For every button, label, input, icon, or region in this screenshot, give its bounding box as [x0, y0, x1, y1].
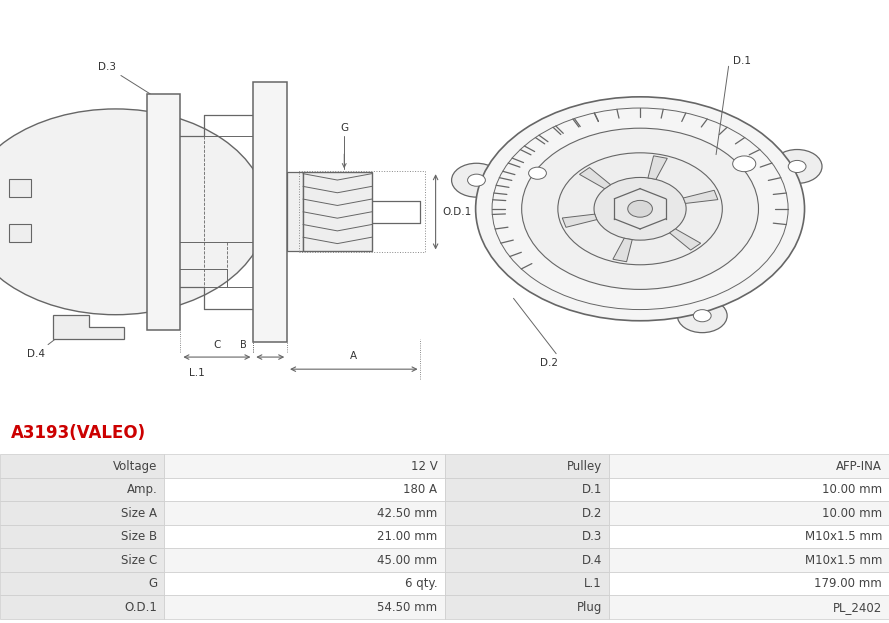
Bar [609, 548, 889, 572]
Text: AFP-INA: AFP-INA [836, 460, 882, 473]
Text: A: A [350, 351, 357, 361]
Text: D.4: D.4 [27, 327, 71, 359]
Text: A3193(VALEO): A3193(VALEO) [11, 424, 146, 442]
Bar [0, 525, 164, 548]
Text: Plug: Plug [576, 601, 602, 614]
Circle shape [594, 178, 686, 240]
Text: 54.50 mm: 54.50 mm [377, 601, 437, 614]
Circle shape [789, 160, 806, 173]
Bar [0, 548, 164, 572]
Text: M10x1.5 mm: M10x1.5 mm [805, 554, 882, 567]
Text: D.1: D.1 [581, 483, 602, 496]
Text: D.2: D.2 [581, 506, 602, 520]
Circle shape [773, 150, 822, 183]
Circle shape [677, 299, 727, 333]
Text: 10.00 mm: 10.00 mm [821, 483, 882, 496]
Text: B: B [239, 340, 246, 350]
Text: D.3: D.3 [98, 62, 150, 94]
Text: D.1: D.1 [733, 55, 751, 65]
Text: L.1: L.1 [584, 577, 602, 590]
Text: 45.00 mm: 45.00 mm [377, 554, 437, 567]
Polygon shape [648, 156, 668, 179]
Text: 12 V: 12 V [411, 460, 437, 473]
Polygon shape [684, 190, 717, 204]
Bar [0, 454, 164, 478]
Bar [609, 596, 889, 619]
Circle shape [529, 167, 547, 179]
Circle shape [522, 128, 758, 290]
Text: M10x1.5 mm: M10x1.5 mm [805, 530, 882, 543]
Bar [609, 478, 889, 502]
Bar [164, 525, 444, 548]
Polygon shape [613, 238, 632, 262]
Circle shape [628, 201, 653, 217]
Circle shape [558, 153, 723, 265]
Text: D.2: D.2 [540, 358, 558, 368]
Text: O.D.1: O.D.1 [443, 207, 472, 217]
Bar [444, 525, 609, 548]
Bar [0, 478, 164, 502]
Text: Size C: Size C [121, 554, 157, 567]
Text: 21.00 mm: 21.00 mm [377, 530, 437, 543]
Text: D.3: D.3 [581, 530, 602, 543]
Polygon shape [563, 214, 597, 227]
Bar [444, 548, 609, 572]
Circle shape [468, 174, 485, 186]
Bar [299, 171, 425, 252]
Bar [164, 596, 444, 619]
Bar [444, 478, 609, 502]
Text: Size A: Size A [122, 506, 157, 520]
Circle shape [452, 163, 501, 197]
Text: D.4: D.4 [581, 554, 602, 567]
Circle shape [733, 156, 756, 172]
Text: O.D.1: O.D.1 [124, 601, 157, 614]
Bar [609, 502, 889, 525]
Polygon shape [9, 224, 31, 242]
Text: Voltage: Voltage [113, 460, 157, 473]
Text: G: G [148, 577, 157, 590]
Bar [444, 572, 609, 596]
Text: 179.00 mm: 179.00 mm [814, 577, 882, 590]
Text: C: C [213, 340, 220, 350]
Text: Amp.: Amp. [126, 483, 157, 496]
Bar [609, 572, 889, 596]
Bar [444, 502, 609, 525]
Bar [444, 454, 609, 478]
Circle shape [0, 109, 267, 315]
Polygon shape [53, 315, 124, 339]
Polygon shape [580, 168, 611, 189]
Bar [609, 525, 889, 548]
Text: PL_2402: PL_2402 [833, 601, 882, 614]
Bar [0, 502, 164, 525]
Bar [287, 173, 303, 251]
Text: G: G [340, 123, 348, 133]
Text: 6 qty.: 6 qty. [404, 577, 437, 590]
Bar [303, 173, 372, 251]
Text: 10.00 mm: 10.00 mm [821, 506, 882, 520]
Circle shape [476, 97, 805, 321]
Bar [164, 572, 444, 596]
Bar [164, 502, 444, 525]
Text: Size B: Size B [121, 530, 157, 543]
Text: Pulley: Pulley [566, 460, 602, 473]
Bar [164, 454, 444, 478]
Bar [444, 596, 609, 619]
Bar [164, 478, 444, 502]
Bar [164, 548, 444, 572]
Bar [609, 454, 889, 478]
Bar [147, 94, 180, 330]
Bar [0, 572, 164, 596]
Text: 180 A: 180 A [404, 483, 437, 496]
Bar [253, 82, 287, 342]
Bar [0, 596, 164, 619]
Text: 42.50 mm: 42.50 mm [377, 506, 437, 520]
Text: L.1: L.1 [189, 368, 204, 378]
Polygon shape [669, 229, 701, 250]
Polygon shape [9, 179, 31, 197]
Circle shape [693, 310, 711, 321]
